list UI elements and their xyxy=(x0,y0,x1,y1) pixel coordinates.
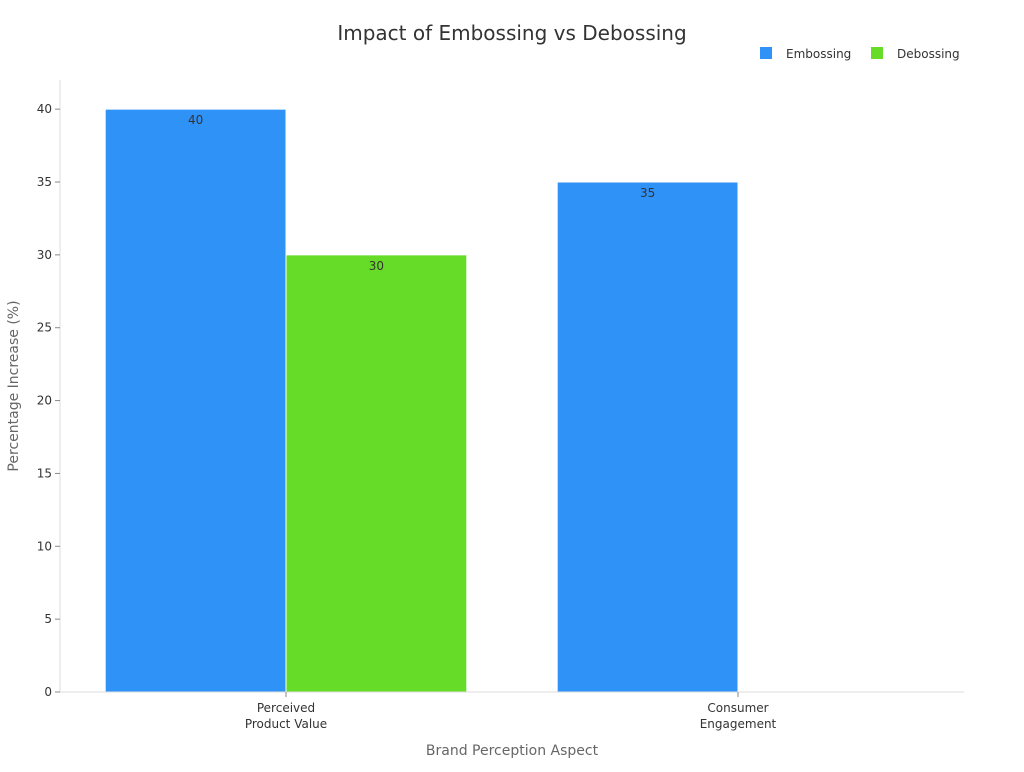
bar-debossing xyxy=(285,254,468,693)
x-axis-label: Brand Perception Aspect xyxy=(426,743,599,759)
chart-title: Impact of Embossing vs Debossing xyxy=(337,21,686,45)
y-tick-label: 20 xyxy=(37,394,52,408)
y-tick-label: 35 xyxy=(37,175,52,189)
y-tick-label: 40 xyxy=(37,102,52,116)
data-label: 30 xyxy=(369,259,384,273)
x-tick-label: Engagement xyxy=(700,717,777,731)
y-tick-label: 25 xyxy=(37,321,52,335)
y-tick-label: 10 xyxy=(37,539,52,553)
legend-label-debossing: Debossing xyxy=(897,47,960,61)
legend-label-embossing: Embossing xyxy=(786,47,851,61)
y-tick-label: 5 xyxy=(44,612,52,626)
x-tick-label: Consumer xyxy=(707,701,768,715)
y-tick-label: 30 xyxy=(37,248,52,262)
x-tick-label: Perceived xyxy=(257,701,315,715)
y-axis-label: Percentage Increase (%) xyxy=(6,300,22,471)
legend-swatch-embossing xyxy=(760,47,772,59)
x-axis: Perceived Product Value Consumer Engagement xyxy=(60,691,964,731)
y-tick-label: 0 xyxy=(44,685,52,699)
data-label: 35 xyxy=(640,186,655,200)
bar-embossing xyxy=(556,181,739,693)
y-axis: 0 5 10 15 20 25 30 35 40 xyxy=(37,80,61,699)
data-label: 40 xyxy=(188,113,203,127)
bars: 40 30 35 xyxy=(104,108,739,693)
legend-swatch-debossing xyxy=(871,47,883,59)
bar-embossing xyxy=(104,108,287,693)
y-tick-label: 15 xyxy=(37,466,52,480)
legend: Embossing Debossing xyxy=(760,47,960,61)
x-tick-label: Product Value xyxy=(245,717,327,731)
